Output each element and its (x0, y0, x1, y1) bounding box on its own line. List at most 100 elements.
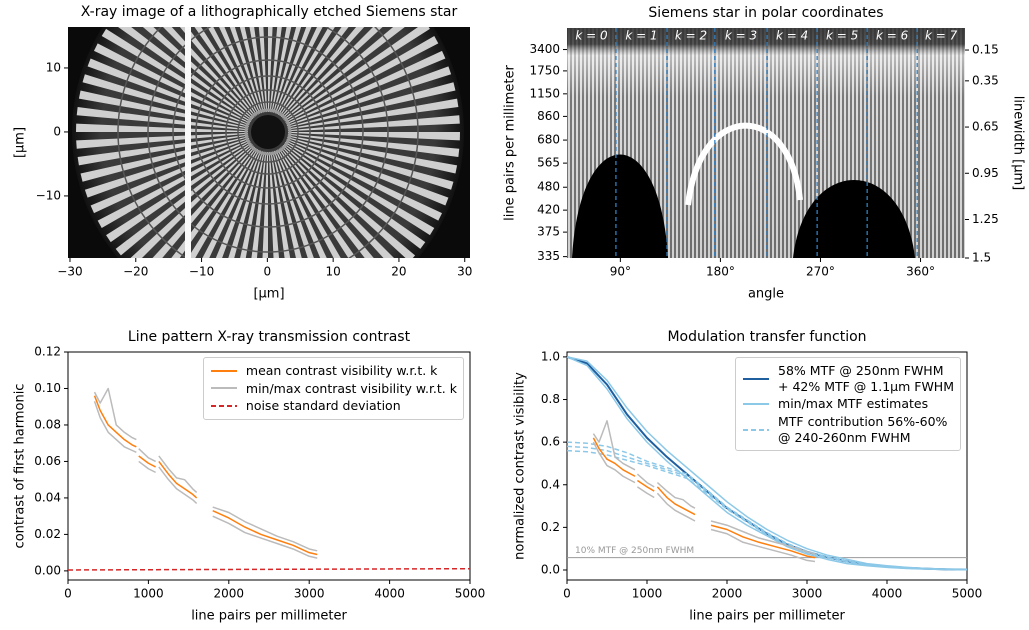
k-label: k = 2 (675, 29, 707, 43)
x-tick-label: 4000 (872, 587, 903, 601)
x-axis-label: [µm] (253, 287, 284, 302)
legend-swatch (743, 428, 770, 431)
x-tick-label: 20 (391, 265, 406, 279)
y-tick-label: 0.00 (34, 563, 61, 577)
y-tick-label: 335 (537, 249, 560, 263)
star-spoke (279, 27, 349, 117)
x-tick-label: 5000 (455, 587, 486, 601)
legend-label: 58% MTF @ 250nm FWHM + 42% MTF @ 1.1µm F… (778, 363, 954, 394)
k-label: k = 1 (625, 29, 657, 43)
x-tick-label: 270° (806, 265, 835, 279)
y-tick-label: 480 (537, 180, 560, 194)
y-axis-label: normalized contrast visibility (513, 372, 528, 560)
star-spoke (270, 151, 291, 258)
x-tick-label: 180° (706, 265, 735, 279)
y-tick-label: 0.10 (34, 381, 61, 395)
star-spoke (286, 50, 446, 125)
x-tick-label: 10 (326, 265, 341, 279)
x-tick-label: 90° (610, 265, 631, 279)
legend-entry: noise standard deviation (210, 398, 457, 414)
y2-tick-label: 0.65 (972, 120, 999, 134)
x-tick-label: 30 (457, 265, 472, 279)
star-ring (225, 89, 311, 175)
star-spoke (171, 147, 257, 258)
y-axis-label: contrast of first harmonic (13, 384, 28, 549)
x-tick-label: 2000 (712, 587, 743, 601)
star-spoke (207, 27, 259, 115)
y-tick-label: 0.8 (541, 392, 560, 406)
star-spoke (228, 151, 263, 258)
k-label: k = 7 (925, 29, 958, 43)
star-ring (172, 36, 364, 228)
star-spoke (187, 148, 258, 258)
k-label: k = 3 (725, 29, 757, 43)
star-spoke (283, 27, 405, 120)
y-tick-label: 0.02 (34, 527, 61, 541)
star-spoke (274, 150, 314, 258)
y-tick-label: 0 (53, 124, 61, 138)
legend-swatch (210, 387, 237, 390)
y-tick-label: 0.12 (34, 345, 61, 359)
x-tick-label: 0 (264, 265, 272, 279)
legend-swatch (743, 403, 770, 406)
legend-swatch (743, 377, 770, 380)
y2-tick-label: 1.5 (972, 251, 991, 265)
legend-entry: min/max MTF estimates (742, 396, 954, 412)
star-spoke (277, 149, 341, 258)
star-spoke (268, 151, 280, 258)
star-spoke (275, 150, 327, 258)
star-spoke (280, 27, 365, 118)
y-tick-label: 565 (537, 156, 560, 170)
star-spoke (84, 138, 250, 198)
data-line (592, 441, 816, 563)
star-spoke (202, 149, 260, 258)
legend-entry: min/max contrast visibility w.r.t. k (210, 381, 457, 397)
star-spoke (219, 27, 261, 114)
legend-entry: mean contrast visibility w.r.t. k (210, 363, 457, 379)
star-spoke (240, 151, 265, 258)
legend-label: MTF contribution 56%-60% @ 240-260nm FWH… (778, 413, 948, 445)
star-spoke (97, 141, 251, 228)
star-ring (237, 101, 299, 163)
chart-title: Line pattern X-ray transmission contrast (128, 329, 411, 345)
star-spoke (101, 28, 252, 122)
x-axis-label: angle (748, 287, 784, 302)
x-tick-label: 1000 (133, 587, 164, 601)
x-tick-label: 2000 (214, 587, 245, 601)
y-tick-label: −10 (36, 188, 61, 202)
star-spoke (262, 151, 268, 258)
y2-tick-label: 0.95 (972, 166, 999, 180)
x-tick-label: 3000 (294, 587, 325, 601)
star-spoke (194, 27, 258, 116)
star-spoke (285, 36, 439, 123)
star-spoke (274, 27, 312, 114)
star-spoke (283, 143, 426, 249)
star-center (251, 115, 285, 149)
x-tick-label: 0 (64, 587, 72, 601)
k-label: k = 0 (575, 29, 608, 43)
data-line (566, 449, 968, 571)
x-tick-label: −20 (123, 265, 148, 279)
legend-label: mean contrast visibility w.r.t. k (245, 363, 438, 378)
polar-image (567, 28, 965, 258)
x-tick-label: 4000 (374, 587, 405, 601)
star-ring (195, 59, 341, 205)
x-tick-label: 3000 (792, 587, 823, 601)
y-tick-label: 1.0 (541, 349, 560, 363)
data-line (592, 420, 816, 555)
y-tick-label: 0.4 (541, 477, 560, 491)
star-spoke (130, 145, 254, 258)
axes-frame (67, 351, 471, 581)
star-spoke (90, 139, 250, 214)
star-ring (147, 27, 389, 253)
legend-swatch (210, 369, 237, 372)
y-tick-label: 860 (537, 109, 560, 123)
star-spoke (286, 138, 449, 206)
star-spoke (179, 27, 256, 117)
y-tick-label: 0.04 (34, 490, 61, 504)
star-ring (244, 108, 292, 156)
x-tick-label: 360° (906, 265, 935, 279)
star-spoke (93, 43, 251, 124)
star-spoke (284, 142, 435, 236)
data-line (93, 395, 318, 556)
